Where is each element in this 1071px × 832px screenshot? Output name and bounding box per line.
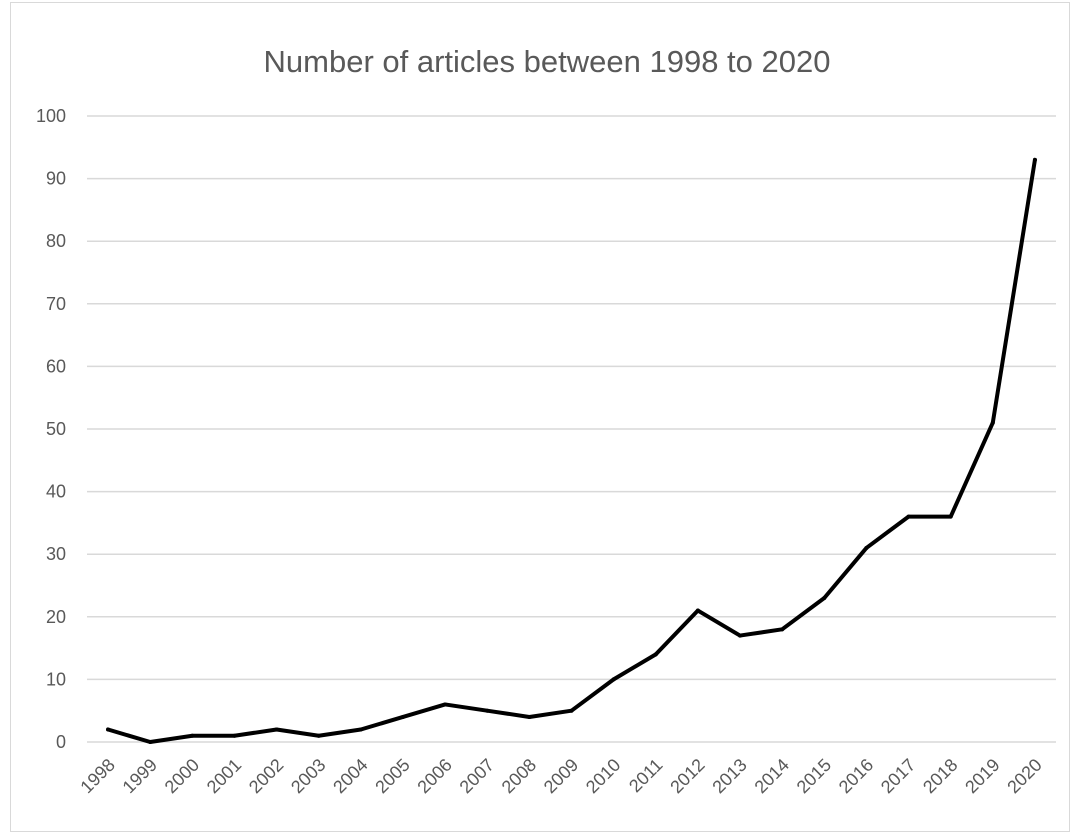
data-point xyxy=(948,514,953,519)
data-point xyxy=(190,733,195,738)
y-tick-label: 50 xyxy=(46,419,66,439)
x-tick-label: 2010 xyxy=(582,755,624,797)
data-point xyxy=(653,652,658,657)
y-tick-label: 20 xyxy=(46,607,66,627)
data-point xyxy=(780,627,785,632)
y-axis-tick-labels: 0 10 20 30 40 50 60 70 80 90 100 xyxy=(36,106,66,752)
y-tick-label: 0 xyxy=(56,732,66,752)
data-point xyxy=(316,733,321,738)
x-tick-label: 2008 xyxy=(498,755,540,797)
data-point xyxy=(569,708,574,713)
data-point xyxy=(1032,157,1037,162)
x-tick-label: 2000 xyxy=(161,755,203,797)
x-tick-label: 1998 xyxy=(76,755,118,797)
x-tick-label: 2020 xyxy=(1003,755,1045,797)
x-tick-label: 2014 xyxy=(751,755,793,797)
data-point xyxy=(695,608,700,613)
data-point xyxy=(822,596,827,601)
x-tick-label: 2017 xyxy=(877,755,919,797)
x-tick-label: 2009 xyxy=(540,755,582,797)
y-tick-label: 70 xyxy=(46,294,66,314)
x-tick-label: 2019 xyxy=(961,755,1003,797)
x-tick-label: 2018 xyxy=(919,755,961,797)
data-point xyxy=(400,714,405,719)
series-layer xyxy=(106,157,1037,744)
x-axis-tick-labels: 1998 1999 2000 2001 2002 2003 2004 2005 2006 2007… xyxy=(76,755,1045,797)
gridlines xyxy=(87,115,1056,743)
x-tick-label: 2005 xyxy=(371,755,413,797)
data-point xyxy=(611,677,616,682)
data-point xyxy=(274,727,279,732)
x-tick-label: 2013 xyxy=(708,755,750,797)
y-tick-label: 90 xyxy=(46,169,66,189)
y-tick-label: 60 xyxy=(46,356,66,376)
x-tick-label: 2004 xyxy=(329,755,371,797)
x-tick-label: 2001 xyxy=(203,755,245,797)
data-point xyxy=(485,708,490,713)
data-point xyxy=(527,714,532,719)
y-tick-label: 40 xyxy=(46,482,66,502)
chart-title: Number of articles between 1998 to 2020 xyxy=(263,44,831,79)
x-tick-label: 2003 xyxy=(287,755,329,797)
x-tick-label: 2002 xyxy=(245,755,287,797)
y-tick-label: 100 xyxy=(36,106,66,126)
data-point xyxy=(358,727,363,732)
x-tick-label: 1999 xyxy=(119,755,161,797)
data-point xyxy=(906,514,911,519)
data-point xyxy=(443,702,448,707)
x-tick-label: 2011 xyxy=(625,755,667,797)
x-tick-label: 2007 xyxy=(456,755,498,797)
data-point xyxy=(864,545,869,550)
chart-frame xyxy=(10,2,1070,832)
x-tick-label: 2015 xyxy=(793,755,835,797)
data-point xyxy=(106,727,111,732)
data-point xyxy=(148,740,153,744)
x-tick-label: 2012 xyxy=(666,755,708,797)
data-point xyxy=(232,733,237,738)
series-line xyxy=(106,157,1037,744)
x-tick-label: 2016 xyxy=(835,755,877,797)
y-tick-label: 10 xyxy=(46,669,66,689)
y-tick-label: 80 xyxy=(46,231,66,251)
y-tick-label: 30 xyxy=(46,544,66,564)
x-tick-label: 2006 xyxy=(413,755,455,797)
data-point xyxy=(738,633,743,638)
data-point xyxy=(990,420,995,425)
